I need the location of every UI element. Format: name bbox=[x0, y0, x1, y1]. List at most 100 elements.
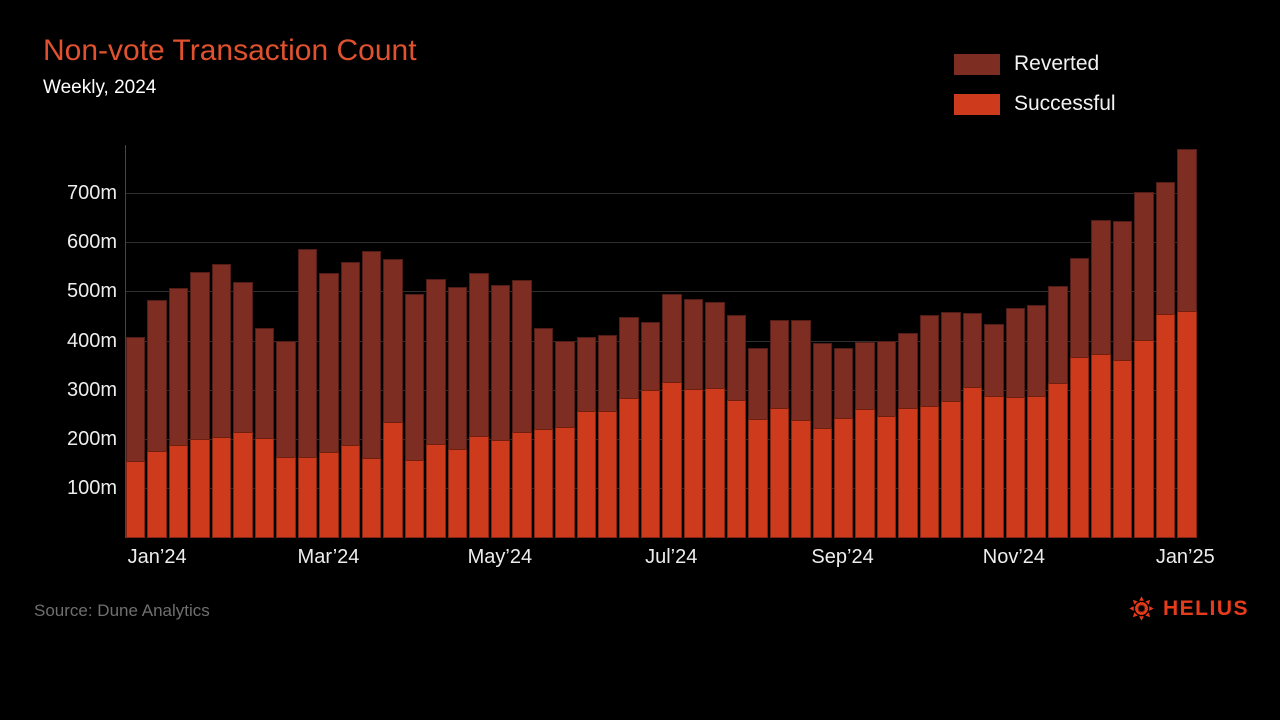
reverted-segment[interactable] bbox=[919, 314, 940, 407]
successful-segment[interactable] bbox=[211, 436, 232, 538]
bar-week-44[interactable] bbox=[1048, 145, 1068, 538]
reverted-segment[interactable] bbox=[855, 341, 875, 409]
successful-segment[interactable] bbox=[1134, 340, 1154, 538]
successful-segment[interactable] bbox=[597, 411, 618, 538]
bar-week-28[interactable] bbox=[705, 145, 725, 538]
reverted-segment[interactable] bbox=[705, 301, 725, 389]
reverted-segment[interactable] bbox=[1177, 148, 1197, 312]
bar-week-27[interactable] bbox=[683, 145, 704, 538]
successful-segment[interactable] bbox=[640, 389, 661, 538]
bar-week-17[interactable] bbox=[469, 145, 489, 538]
successful-segment[interactable] bbox=[1155, 314, 1176, 538]
reverted-segment[interactable] bbox=[276, 341, 296, 458]
successful-segment[interactable] bbox=[941, 400, 961, 538]
successful-segment[interactable] bbox=[748, 418, 768, 538]
reverted-segment[interactable] bbox=[597, 334, 618, 412]
bar-week-10[interactable] bbox=[319, 145, 339, 538]
successful-segment[interactable] bbox=[168, 445, 189, 538]
bar-week-29[interactable] bbox=[726, 145, 747, 538]
successful-segment[interactable] bbox=[705, 388, 725, 538]
successful-segment[interactable] bbox=[1048, 383, 1068, 538]
bar-week-9[interactable] bbox=[297, 145, 318, 538]
reverted-segment[interactable] bbox=[791, 319, 811, 420]
reverted-segment[interactable] bbox=[683, 299, 704, 390]
bar-week-37[interactable] bbox=[898, 145, 918, 538]
bar-week-4[interactable] bbox=[190, 145, 210, 538]
successful-segment[interactable] bbox=[297, 457, 318, 538]
bar-week-35[interactable] bbox=[855, 145, 875, 538]
successful-segment[interactable] bbox=[833, 417, 854, 538]
reverted-segment[interactable] bbox=[490, 284, 511, 440]
bar-week-23[interactable] bbox=[597, 145, 618, 538]
successful-segment[interactable] bbox=[812, 427, 832, 538]
reverted-segment[interactable] bbox=[748, 348, 768, 419]
successful-segment[interactable] bbox=[1027, 395, 1047, 538]
bar-week-40[interactable] bbox=[962, 145, 983, 538]
successful-segment[interactable] bbox=[126, 460, 146, 538]
successful-segment[interactable] bbox=[876, 416, 897, 538]
bar-week-45[interactable] bbox=[1069, 145, 1090, 538]
successful-segment[interactable] bbox=[576, 411, 596, 538]
successful-segment[interactable] bbox=[490, 439, 511, 538]
successful-segment[interactable] bbox=[383, 421, 403, 538]
reverted-segment[interactable] bbox=[1134, 192, 1154, 341]
reverted-segment[interactable] bbox=[1112, 221, 1133, 361]
bar-week-39[interactable] bbox=[941, 145, 961, 538]
successful-segment[interactable] bbox=[984, 395, 1004, 538]
bar-week-30[interactable] bbox=[748, 145, 768, 538]
bar-week-36[interactable] bbox=[876, 145, 897, 538]
successful-segment[interactable] bbox=[533, 428, 554, 538]
successful-segment[interactable] bbox=[769, 408, 790, 538]
bar-week-7[interactable] bbox=[254, 145, 275, 538]
successful-segment[interactable] bbox=[276, 457, 296, 538]
bar-week-18[interactable] bbox=[490, 145, 511, 538]
bar-week-34[interactable] bbox=[833, 145, 854, 538]
bar-week-47[interactable] bbox=[1112, 145, 1133, 538]
successful-segment[interactable] bbox=[1091, 353, 1111, 538]
successful-segment[interactable] bbox=[426, 444, 446, 538]
reverted-segment[interactable] bbox=[404, 294, 425, 461]
reverted-segment[interactable] bbox=[576, 336, 596, 412]
bar-week-15[interactable] bbox=[426, 145, 446, 538]
reverted-segment[interactable] bbox=[1048, 286, 1068, 384]
bar-week-26[interactable] bbox=[662, 145, 682, 538]
reverted-segment[interactable] bbox=[876, 341, 897, 417]
bar-week-20[interactable] bbox=[533, 145, 554, 538]
reverted-segment[interactable] bbox=[898, 332, 918, 408]
successful-segment[interactable] bbox=[469, 435, 489, 538]
legend-item-successful[interactable]: Successful bbox=[954, 92, 1116, 115]
reverted-segment[interactable] bbox=[319, 272, 339, 452]
successful-segment[interactable] bbox=[233, 431, 253, 538]
successful-segment[interactable] bbox=[962, 387, 983, 538]
bar-week-3[interactable] bbox=[168, 145, 189, 538]
reverted-segment[interactable] bbox=[619, 316, 639, 398]
reverted-segment[interactable] bbox=[297, 249, 318, 458]
bar-week-1[interactable] bbox=[126, 145, 146, 538]
reverted-segment[interactable] bbox=[1155, 181, 1176, 315]
reverted-segment[interactable] bbox=[812, 343, 832, 428]
reverted-segment[interactable] bbox=[512, 280, 532, 433]
reverted-segment[interactable] bbox=[533, 328, 554, 429]
successful-segment[interactable] bbox=[855, 408, 875, 538]
successful-segment[interactable] bbox=[190, 439, 210, 538]
reverted-segment[interactable] bbox=[233, 282, 253, 432]
bar-week-41[interactable] bbox=[984, 145, 1004, 538]
reverted-segment[interactable] bbox=[190, 271, 210, 440]
reverted-segment[interactable] bbox=[447, 286, 468, 449]
bar-week-6[interactable] bbox=[233, 145, 253, 538]
reverted-segment[interactable] bbox=[383, 258, 403, 422]
bar-week-5[interactable] bbox=[211, 145, 232, 538]
reverted-segment[interactable] bbox=[211, 264, 232, 437]
bar-week-24[interactable] bbox=[619, 145, 639, 538]
bar-week-31[interactable] bbox=[769, 145, 790, 538]
reverted-segment[interactable] bbox=[662, 294, 682, 383]
successful-segment[interactable] bbox=[919, 406, 940, 538]
successful-segment[interactable] bbox=[361, 457, 382, 538]
reverted-segment[interactable] bbox=[726, 314, 747, 401]
successful-segment[interactable] bbox=[726, 400, 747, 538]
successful-segment[interactable] bbox=[662, 382, 682, 538]
bar-week-33[interactable] bbox=[812, 145, 832, 538]
successful-segment[interactable] bbox=[1177, 311, 1197, 538]
bar-week-38[interactable] bbox=[919, 145, 940, 538]
bar-week-2[interactable] bbox=[147, 145, 167, 538]
